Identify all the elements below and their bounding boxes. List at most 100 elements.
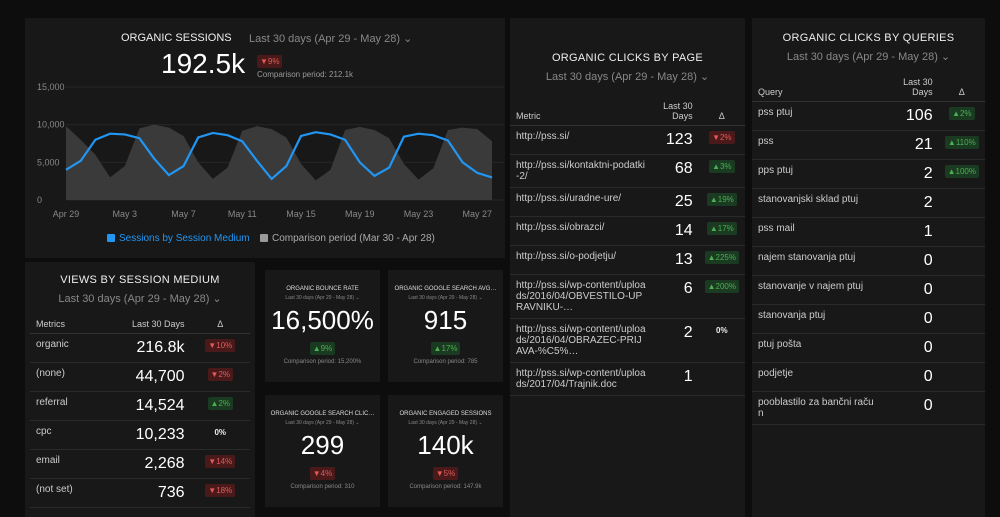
kpi-value: 16,500%: [271, 305, 374, 335]
table-row: pss mail 1: [752, 217, 985, 247]
widget-title: ORGANIC CLICKS BY QUERIES: [782, 32, 955, 44]
period-select[interactable]: Last 30 days (Apr 29 - May 28): [510, 70, 745, 83]
period-select[interactable]: Last 30 days (Apr 29 - May 28): [265, 295, 380, 301]
row-label: ptuj pošta: [752, 333, 884, 363]
period-select[interactable]: Last 30 days (Apr 29 - May 28): [25, 292, 255, 305]
legend-checkbox[interactable]: [260, 234, 268, 242]
y-tick-label: 10,000: [37, 120, 65, 130]
line-chart: 0 5,000 10,000 15,000 Apr 29 May 3 May 7 May 11…: [37, 82, 504, 244]
table-row: http://pss.si/wp-content/uploads/2016/04…: [510, 274, 745, 319]
delta-badge: 2%: [207, 368, 233, 381]
kpi-value: 140k: [417, 430, 474, 460]
delta-badge: 0%: [214, 428, 227, 437]
delta-wrap: 5%: [388, 463, 503, 481]
row-value: 14,524: [99, 391, 191, 421]
row-delta: 2%: [938, 101, 985, 131]
table-row: http://pss.si/obrazci/14 17%: [510, 216, 745, 246]
row-value: 216.8k: [99, 333, 191, 363]
x-tick-label: May 19: [345, 209, 375, 219]
row-delta: [938, 333, 985, 363]
row-value: 1: [884, 217, 939, 247]
row-label: http://pss.si/o-podjetju/: [510, 245, 652, 275]
row-value: 123: [652, 125, 699, 155]
panel: ORGANIC ENGAGED SESSIONS Last 30 days (Ap…: [388, 395, 503, 507]
row-value: 0: [884, 391, 939, 425]
delta-badge: 14%: [205, 455, 236, 468]
row-label: http://pss.si/wp-content/uploads/2016/04…: [510, 274, 652, 319]
kpi-title: ORGANIC BOUNCE RATE: [286, 286, 359, 292]
row-value: 2: [884, 159, 939, 189]
table-row: ptuj pošta 0: [752, 333, 985, 363]
table-row: cpc 10,233 0%: [30, 420, 250, 450]
row-delta: 200%: [698, 274, 745, 319]
delta-badge: 0%: [716, 326, 728, 335]
row-delta: 2%: [190, 391, 250, 421]
y-tick-label: 0: [37, 195, 42, 205]
row-value: 21: [884, 130, 939, 160]
row-value: 106: [884, 101, 939, 131]
y-tick-label: 15,000: [37, 82, 65, 92]
period-select[interactable]: Last 30 days (Apr 29 - May 28): [388, 295, 503, 301]
row-delta: [938, 217, 985, 247]
panel: ORGANIC GOOGLE SEARCH CLIC… Last 30 days …: [265, 395, 380, 507]
row-delta: 19%: [698, 187, 745, 217]
delta-wrap: 9%: [257, 51, 283, 69]
row-delta: 100%: [938, 159, 985, 189]
row-label: (none): [30, 362, 100, 392]
row-value: 0: [884, 275, 939, 305]
header-row: Metric Last 30 Days Δ: [510, 97, 745, 126]
x-tick-label: May 3: [113, 209, 138, 219]
delta-wrap: 9%: [265, 338, 380, 356]
row-value: 10,233: [99, 420, 191, 450]
row-delta: 110%: [938, 130, 985, 160]
row-value: 14: [652, 216, 699, 246]
period-select[interactable]: Last 30 days (Apr 29 - May 28): [265, 420, 380, 426]
legend-label: Sessions by Session Medium: [119, 233, 250, 244]
row-label: podjetje: [752, 362, 884, 392]
table-row: http://pss.si/123 2%: [510, 125, 745, 155]
row-label: pss: [752, 130, 884, 160]
period-select[interactable]: Last 30 days (Apr 29 - May 28): [388, 420, 503, 426]
panel: ORGANIC CLICKS BY PAGE Last 30 days (Apr …: [510, 18, 745, 517]
row-value: 6: [652, 274, 699, 319]
delta-badge: 225%: [704, 251, 739, 264]
delta-badge: 17%: [430, 342, 461, 355]
period-select[interactable]: Last 30 days (Apr 29 - May 28): [752, 50, 985, 63]
kpi-value: 299: [300, 430, 345, 460]
row-label: email: [30, 449, 100, 479]
row-label: http://pss.si/: [510, 125, 652, 155]
row-delta: [938, 304, 985, 334]
delta-badge: 2%: [709, 131, 735, 144]
delta-badge: 19%: [706, 193, 737, 206]
column-header: Last 30 Days: [652, 97, 699, 126]
header-row: Metrics Last 30 Days Δ: [30, 315, 250, 334]
column-header: Δ: [190, 315, 250, 334]
row-label: stanovanjski sklad ptuj: [752, 188, 884, 218]
row-delta: 0%: [698, 318, 745, 363]
table-row: http://pss.si/uradne-ure/25 19%: [510, 187, 745, 217]
table-row: http://pss.si/wp-content/uploads/2017/04…: [510, 362, 745, 396]
panel: ORGANIC CLICKS BY QUERIES Last 30 days (A…: [752, 18, 985, 517]
row-value: 2,268: [99, 449, 191, 479]
row-value: 13: [652, 245, 699, 275]
row-value: 736: [99, 478, 191, 508]
kpi-title: ORGANIC GOOGLE SEARCH AVG…: [394, 286, 497, 292]
column-header: Δ: [698, 97, 745, 126]
delta-wrap: 4%: [265, 463, 380, 481]
legend-checkbox[interactable]: [107, 234, 115, 242]
table-row: najem stanovanja ptuj 0: [752, 246, 985, 276]
x-tick-label: Apr 29: [53, 209, 80, 219]
delta-badge: 3%: [709, 160, 735, 173]
panel: ORGANIC BOUNCE RATE Last 30 days (Apr 29 …: [265, 270, 380, 382]
row-label: referral: [30, 391, 100, 421]
row-delta: 17%: [698, 216, 745, 246]
kpi-value: 915: [423, 305, 468, 335]
period-select[interactable]: Last 30 days (Apr 29 - May 28): [249, 32, 412, 45]
